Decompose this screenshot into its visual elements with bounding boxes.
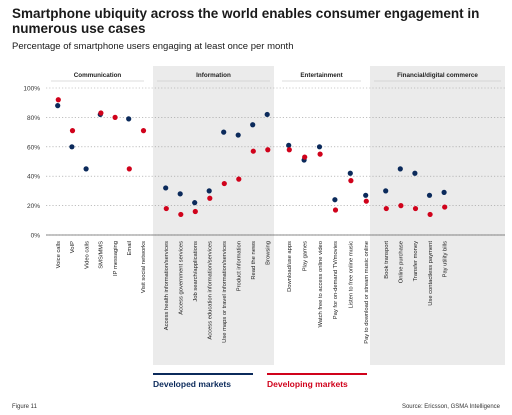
chart-subtitle: Percentage of smartphone users engaging … [12, 41, 294, 52]
category-label: Use maps or travel information/services [222, 241, 228, 343]
category-label: Watch free to access online video [318, 241, 324, 327]
point-developing [427, 211, 433, 218]
point-developing [250, 148, 256, 154]
category-label: Product information [237, 241, 243, 291]
category-label: SMS/MMS [99, 241, 105, 269]
point-developed [177, 191, 183, 197]
point-developing [398, 203, 404, 209]
y-tick-label: 40% [27, 174, 40, 181]
point-developing [112, 114, 118, 120]
group-header-0: Communication [74, 72, 122, 79]
point-developing [317, 151, 323, 157]
point-developed [221, 129, 227, 135]
category-label: Play games [302, 241, 308, 271]
category-label: Email [127, 241, 133, 256]
category-label: Use contactless payment [428, 241, 434, 306]
figure-number: Figure 11 [12, 404, 37, 410]
point-developing [126, 166, 132, 172]
point-developed [163, 185, 169, 191]
chart-title: Smartphone ubiquity across the world ena… [12, 6, 480, 36]
category-label: Book transport [384, 241, 390, 279]
point-developing [348, 178, 354, 184]
category-label: Video calls [84, 241, 90, 269]
y-tick-label: 60% [27, 144, 40, 151]
point-developed [55, 103, 61, 109]
point-developed [264, 111, 270, 118]
category-label: Download/use apps [287, 241, 293, 292]
point-developed [426, 192, 433, 198]
category-label: Visit social networks [141, 241, 147, 293]
point-developing [207, 195, 213, 201]
point-developed [412, 170, 418, 176]
point-developing [98, 110, 104, 116]
point-developed [250, 122, 256, 128]
category-label: Job search/applications [193, 241, 199, 302]
point-developing [55, 97, 61, 103]
panel-background-3 [370, 66, 505, 365]
point-developed [332, 197, 338, 203]
point-developed [235, 132, 241, 138]
point-developing [265, 147, 271, 153]
point-developed [347, 170, 353, 176]
point-developed [83, 166, 89, 172]
point-developing [192, 208, 198, 215]
point-developed [397, 166, 403, 172]
panel-background-1 [153, 66, 274, 365]
y-tick-label: 100% [23, 86, 40, 93]
category-label: Pay for on-demand TV/movies [333, 241, 339, 319]
point-developed [441, 189, 447, 195]
source-note: Source: Ericsson, GSMA Intelligence [401, 404, 500, 410]
point-developing [163, 205, 169, 212]
point-developed [286, 142, 292, 148]
category-label: Access health information/services [164, 241, 170, 330]
point-developed [69, 144, 75, 150]
point-developing [69, 128, 76, 134]
group-header-3: Financial/digital commerce [397, 72, 478, 79]
legend-developing-label: Developing markets [267, 379, 348, 389]
category-label: Access education information/services [208, 241, 214, 340]
point-developing [412, 205, 419, 212]
point-developing [363, 198, 369, 204]
point-developing [140, 128, 147, 134]
point-developing [442, 204, 448, 210]
group-header-1: Information [196, 72, 231, 79]
point-developing [236, 176, 242, 182]
legend-developed: Developed markets [153, 373, 253, 389]
point-developed [316, 144, 323, 150]
point-developed [363, 192, 369, 198]
point-developing [286, 147, 292, 153]
point-developing [332, 207, 339, 213]
point-developing [221, 180, 227, 187]
point-developed [192, 200, 198, 206]
y-tick-label: 20% [27, 203, 40, 210]
category-label: IP messaging [113, 241, 119, 276]
category-label: Read the news [251, 241, 257, 280]
point-developing [302, 154, 308, 160]
category-label: Listen to free online music [349, 241, 355, 308]
point-developing [178, 211, 184, 218]
legend-developing: Developing markets [267, 373, 367, 389]
category-label: Voice calls [56, 241, 62, 268]
legend-developing-bar [267, 373, 367, 375]
legend-developed-label: Developed markets [153, 379, 231, 389]
y-tick-label: 80% [27, 115, 40, 122]
legend-developed-bar [153, 373, 253, 375]
group-header-2: Entertainment [300, 72, 343, 79]
category-label: Browsing [266, 241, 272, 265]
point-developed [383, 188, 389, 194]
category-label: Pay utility bills [442, 241, 448, 278]
category-label: Pay to download or stream music online [364, 241, 370, 344]
category-label: Transfer money [413, 241, 419, 281]
point-developing [383, 205, 389, 212]
y-tick-label: 0% [31, 233, 41, 240]
point-developed [126, 116, 132, 122]
category-label: VoIP [70, 241, 76, 253]
point-developed [206, 188, 212, 194]
category-label: Online purchase [399, 241, 405, 283]
category-label: Access government services [179, 241, 185, 315]
